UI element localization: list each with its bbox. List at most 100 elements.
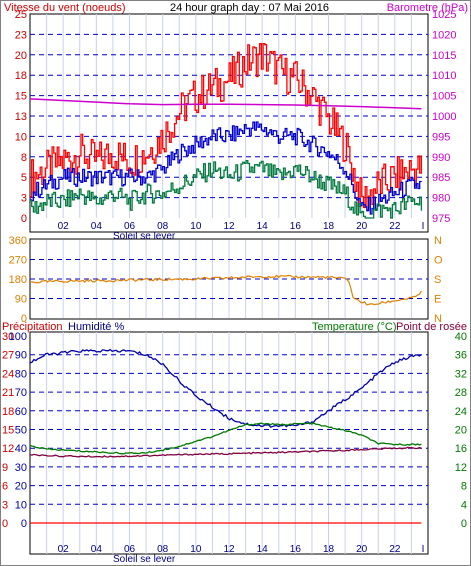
hour-tick-label-top: 20 <box>356 221 368 232</box>
dewpoint-title: Point de rosée <box>396 321 467 333</box>
sunrise-label-top: Soleil se lever <box>113 231 176 242</box>
hour-tick-label-bottom: 02 <box>58 544 70 555</box>
barometer-tick-label: 1025 <box>432 9 456 21</box>
humidity-tick-label: 0 <box>21 518 27 530</box>
humidity-title: Humidité % <box>68 321 124 333</box>
humidity-tick-label: 10 <box>15 499 27 511</box>
precip-tick-label: 0 <box>2 518 8 530</box>
wind-average-line <box>30 121 423 215</box>
hour-tick-label-top: 04 <box>91 221 103 232</box>
wind-tick-label: 5 <box>21 172 27 184</box>
humidity-line <box>29 348 422 428</box>
barometer-title: Barometre (hPa) <box>387 2 468 14</box>
barometer-tick-label: 985 <box>432 172 450 184</box>
precip-tick-label: 21 <box>2 387 14 399</box>
cardinal-tick-label: E <box>434 294 441 306</box>
humidity-tick-label: 100 <box>9 331 27 343</box>
temperature-tick-label: 24 <box>455 406 467 418</box>
barometer-tick-label: 975 <box>432 213 450 225</box>
hour-tick-label-top: 16 <box>290 221 302 232</box>
hour-tick-label-bottom: 20 <box>356 544 368 555</box>
hour-tick-label-bottom: 08 <box>157 544 169 555</box>
wind-tick-label: 20 <box>15 50 27 62</box>
temperature-tick-label: 20 <box>455 425 467 437</box>
hour-tick-label-top: 14 <box>257 221 269 232</box>
hour-tick-label-bottom: 18 <box>323 544 335 555</box>
wind-speed-title: Vitesse du vent (noeuds) <box>4 2 125 14</box>
hour-tick-label-top: 12 <box>223 221 235 232</box>
wind-tick-label: 0 <box>21 213 27 225</box>
hour-tick-label-top: I <box>422 221 425 232</box>
wind-gust-line <box>30 42 423 211</box>
cardinal-tick-label: N <box>434 235 442 247</box>
temperature-tick-label: 36 <box>455 350 467 362</box>
direction-tick-label: 360 <box>9 235 27 247</box>
precip-tick-label: 12 <box>2 443 14 455</box>
barometer-tick-label: 1005 <box>432 91 456 103</box>
temperature-tick-label: 32 <box>455 368 467 380</box>
wind-tick-label: 8 <box>21 152 27 164</box>
graph-title: 24 hour graph day : 07 Mai 2016 <box>170 2 329 14</box>
direction-tick-label: 270 <box>9 255 27 267</box>
temperature-tick-label: 4 <box>461 499 467 511</box>
wind-low-line <box>30 160 423 219</box>
wind-tick-label: 23 <box>15 29 27 41</box>
humidity-tick-label: 50 <box>15 425 27 437</box>
wind-tick-label: 15 <box>15 91 27 103</box>
humidity-tick-label: 90 <box>15 350 27 362</box>
precip-tick-label: 3 <box>2 499 8 511</box>
direction-tick-label: 0 <box>21 313 27 325</box>
wind-tick-label: 3 <box>21 193 27 205</box>
cardinal-tick-label: S <box>434 274 441 286</box>
hour-tick-label-bottom: 10 <box>190 544 202 555</box>
barometer-tick-label: 1010 <box>432 70 456 82</box>
wind-tick-label: 25 <box>15 9 27 21</box>
precip-tick-label: 6 <box>2 481 8 493</box>
barometer-tick-label: 990 <box>432 152 450 164</box>
sunrise-label-bottom: Soleil se lever <box>113 554 176 565</box>
temperature-line <box>29 422 422 455</box>
precip-tick-label: 30 <box>2 331 14 343</box>
barometer-tick-label: 1015 <box>432 50 456 62</box>
hour-tick-label-bottom: 04 <box>91 544 103 555</box>
wind-tick-label: 10 <box>15 131 27 143</box>
humidity-tick-label: 80 <box>15 368 27 380</box>
precip-tick-label: 9 <box>2 462 8 474</box>
temperature-tick-label: 16 <box>455 443 467 455</box>
hour-tick-label-top: 18 <box>323 221 335 232</box>
humidity-tick-label: 20 <box>15 481 27 493</box>
hour-tick-label-top: 10 <box>190 221 202 232</box>
humidity-tick-label: 30 <box>15 462 27 474</box>
precip-tick-label: 24 <box>2 368 14 380</box>
hour-tick-label-top: 22 <box>389 221 401 232</box>
temperature-tick-label: 28 <box>455 387 467 399</box>
precipitation-title: Précipitation <box>2 321 63 333</box>
direction-tick-label: 90 <box>15 294 27 306</box>
humidity-tick-label: 70 <box>15 387 27 399</box>
precip-tick-label: 18 <box>2 406 14 418</box>
direction-tick-label: 180 <box>9 274 27 286</box>
temperature-tick-label: 0 <box>461 518 467 530</box>
barometer-line <box>29 98 422 110</box>
hour-tick-label-bottom: 16 <box>290 544 302 555</box>
hour-tick-label-bottom: I <box>422 544 425 555</box>
temperature-tick-label: 40 <box>455 331 467 343</box>
axes-layer: 0358101315182023259759809859909951000100… <box>2 9 467 555</box>
humidity-tick-label: 60 <box>15 406 27 418</box>
hour-tick-label-top: 02 <box>58 221 70 232</box>
precip-tick-label: 15 <box>2 425 14 437</box>
temperature-tick-label: 12 <box>455 462 467 474</box>
wind-tick-label: 18 <box>15 70 27 82</box>
barometer-tick-label: 980 <box>432 193 450 205</box>
wind-direction-line <box>30 274 422 306</box>
cardinal-tick-label: N <box>434 313 442 325</box>
hour-tick-label-bottom: 22 <box>389 544 401 555</box>
barometer-tick-label: 995 <box>432 131 450 143</box>
hour-tick-label-top: 08 <box>157 221 169 232</box>
hour-tick-label-bottom: 06 <box>124 544 136 555</box>
hour-tick-label-bottom: 14 <box>257 544 269 555</box>
dewpoint-line <box>29 446 422 458</box>
